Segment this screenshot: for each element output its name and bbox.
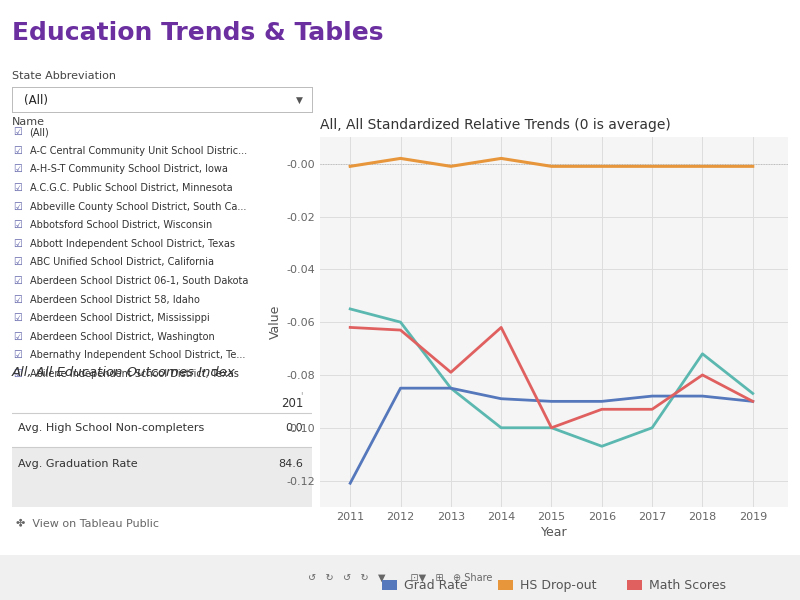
Text: Abbotsford School District, Wisconsin: Abbotsford School District, Wisconsin <box>30 220 212 230</box>
Bar <box>12 448 312 507</box>
Text: ': ' <box>301 391 303 401</box>
Text: ☑: ☑ <box>13 295 22 305</box>
Text: ☑: ☑ <box>13 127 22 137</box>
Text: ABC Unified School District, California: ABC Unified School District, California <box>30 257 214 268</box>
Legend: Grad Rate, HS Drop-out, Math Scores: Grad Rate, HS Drop-out, Math Scores <box>378 574 730 597</box>
Text: Name: Name <box>12 117 45 127</box>
Text: Aberdeen School District 06-1, South Dakota: Aberdeen School District 06-1, South Dak… <box>30 276 248 286</box>
Text: 0.0: 0.0 <box>286 423 303 433</box>
Text: ☑: ☑ <box>13 239 22 249</box>
Text: ☑: ☑ <box>13 220 22 230</box>
X-axis label: Year: Year <box>541 526 567 539</box>
Text: (All): (All) <box>30 127 50 137</box>
Text: ☑: ☑ <box>13 202 22 212</box>
Text: 201: 201 <box>281 397 303 410</box>
Text: ☑: ☑ <box>13 332 22 342</box>
Text: Abilene Independent School District, Texas: Abilene Independent School District, Tex… <box>30 369 238 379</box>
Text: A-C Central Community Unit School Distric...: A-C Central Community Unit School Distri… <box>30 146 246 156</box>
Text: A-H-S-T Community School District, Iowa: A-H-S-T Community School District, Iowa <box>30 164 227 175</box>
Text: ☑: ☑ <box>13 257 22 268</box>
Text: Avg. High School Non-completers: Avg. High School Non-completers <box>18 423 204 433</box>
Text: Abernathy Independent School District, Te...: Abernathy Independent School District, T… <box>30 350 245 361</box>
Text: ☑: ☑ <box>13 183 22 193</box>
Text: Aberdeen School District 58, Idaho: Aberdeen School District 58, Idaho <box>30 295 199 305</box>
Text: ▼: ▼ <box>296 95 303 104</box>
Text: ✤  View on Tableau Public: ✤ View on Tableau Public <box>16 519 159 529</box>
Y-axis label: Value: Value <box>270 305 282 340</box>
Text: All, All Education Outcomes Index: All, All Education Outcomes Index <box>12 366 236 379</box>
Text: State Abbreviation: State Abbreviation <box>12 71 116 81</box>
Text: All, All Standardized Relative Trends (0 is average): All, All Standardized Relative Trends (0… <box>320 118 670 132</box>
Text: ☑: ☑ <box>13 313 22 323</box>
Text: ☑: ☑ <box>13 369 22 379</box>
Text: Aberdeen School District, Mississippi: Aberdeen School District, Mississippi <box>30 313 210 323</box>
Text: ☑: ☑ <box>13 350 22 361</box>
Text: Avg. Graduation Rate: Avg. Graduation Rate <box>18 459 138 469</box>
Text: ☑: ☑ <box>13 146 22 156</box>
Text: Abbeville County School District, South Ca...: Abbeville County School District, South … <box>30 202 246 212</box>
Text: (All): (All) <box>24 94 48 107</box>
Text: 84.6: 84.6 <box>278 459 303 469</box>
Text: ☑: ☑ <box>13 164 22 175</box>
Text: Aberdeen School District, Washington: Aberdeen School District, Washington <box>30 332 214 342</box>
Text: Education Trends & Tables: Education Trends & Tables <box>12 21 383 45</box>
Text: ☑: ☑ <box>13 276 22 286</box>
Text: ↺   ↻   ↺   ↻   ▼        ⊡▼   ⊞   ⊕ Share: ↺ ↻ ↺ ↻ ▼ ⊡▼ ⊞ ⊕ Share <box>308 572 492 583</box>
Text: A.C.G.C. Public School District, Minnesota: A.C.G.C. Public School District, Minneso… <box>30 183 232 193</box>
Text: Abbott Independent School District, Texas: Abbott Independent School District, Texa… <box>30 239 234 249</box>
